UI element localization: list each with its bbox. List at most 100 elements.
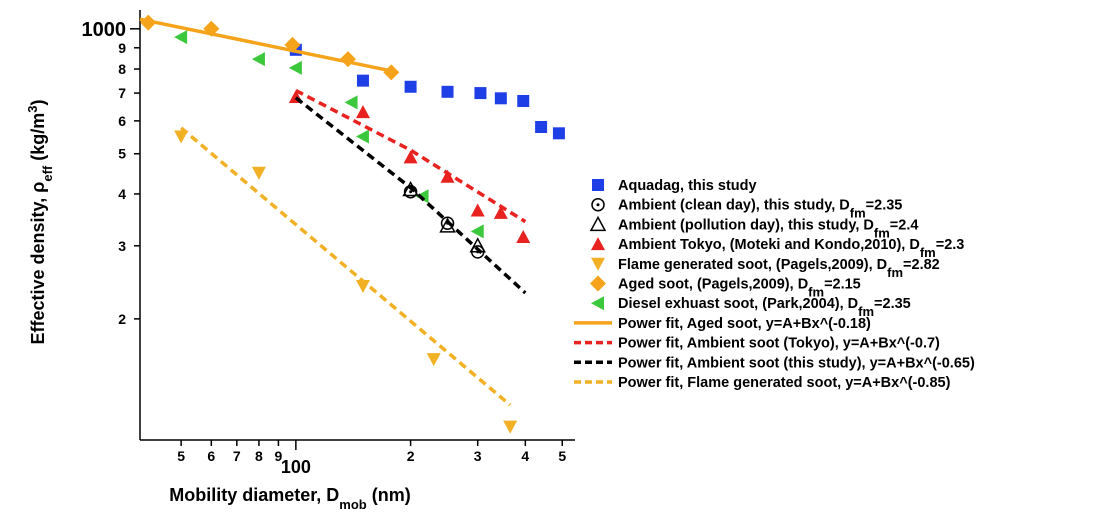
marker [516,230,531,244]
label-part: Power fit, Aged soot, y=A+Bx^(-0.18) [618,316,871,332]
x-tick-label: 7 [233,448,241,464]
label-part: Power fit, Ambient soot (Tokyo), y=A+Bx^… [618,336,940,352]
legend-label: Aquadag, this study [618,178,757,194]
marker [440,169,455,183]
marker [469,237,486,253]
fit-line [179,126,512,407]
legend-label: Aged soot, (Pagels,2009), Dfm=2.15 [618,277,861,300]
marker [174,130,189,144]
legend-marker [591,197,605,212]
label-part: 3 [25,106,40,113]
label-part: Diesel exhuast soot, (Park,2004), D [618,296,858,312]
x-axis-label: Mobility diameter, Dmob (nm) [169,485,411,512]
marker [355,129,369,144]
x-tick-label: 8 [255,448,263,464]
marker [493,205,508,219]
marker [535,120,548,133]
marker [288,60,302,75]
label-part: eff [40,165,55,182]
x-tick-label: 4 [521,448,529,464]
y-tick-label: 5 [118,146,126,162]
marker-ring [591,197,605,212]
fit-line [139,17,394,74]
label-part: (kg/m [28,113,48,166]
label-part: ) [28,100,48,106]
x-tick-label: 5 [177,448,185,464]
legend-label: Ambient (clean day), this study, Dfm=2.3… [618,198,902,221]
label-part: fm [887,264,903,279]
label-part: fm [874,225,890,240]
marker [503,420,518,434]
label-part: =2.3 [936,237,965,253]
marker [403,150,418,164]
legend-marker [589,215,607,232]
legend-marker [591,257,605,271]
label-part: Effective density, ρ [28,182,48,345]
marker [470,203,485,217]
legend-label: Power fit, Aged soot, y=A+Bx^(-0.18) [618,316,871,332]
legend-label: Ambient Tokyo, (Moteki and Kondo,2010), … [618,237,964,260]
marker [441,85,454,98]
legend-label: Flame generated soot, (Pagels,2009), Dfm… [618,257,940,280]
y-tick-label: 6 [118,113,126,129]
label-part: =2.82 [903,257,940,273]
marker [356,74,369,87]
marker [251,166,266,180]
marker [251,52,265,67]
label-part: Ambient (clean day), this study, D [618,198,850,214]
legend-label: Power fit, Flame generated soot, y=A+Bx^… [618,375,951,391]
label-part: =2.35 [874,296,911,312]
x-tick-label: 2 [407,448,415,464]
fit-line [294,96,527,295]
marker [404,80,417,93]
label-part: Aquadag, this study [618,178,757,194]
marker [552,127,565,140]
x-tick-label: 5 [558,448,566,464]
marker [517,94,530,107]
y-tick-label: 3 [118,238,126,254]
label-part: mob [339,497,367,512]
marker [355,105,370,119]
fit-line [295,88,527,224]
label-part: =2.15 [824,277,861,293]
legend-label: Power fit, Ambient soot (this study), y=… [618,355,975,371]
marker [344,95,358,110]
y-tick-label: 1000 [82,19,127,41]
legend-label: Diesel exhuast soot, (Park,2004), Dfm=2.… [618,296,911,319]
y-tick-label: 9 [118,40,126,56]
x-tick-label: 6 [207,448,215,464]
y-axis-label: Effective density, ρeff (kg/m3) [25,100,55,345]
label-part: Mobility diameter, D [169,485,339,505]
label-part: fm [858,304,874,319]
marker [426,353,441,367]
legend-marker [590,275,606,292]
label-part: Power fit, Flame generated soot, y=A+Bx^… [618,375,951,391]
y-tick-label: 7 [118,85,126,101]
y-tick-label: 8 [118,61,126,77]
x-tick-label: 9 [275,448,283,464]
label-part: fm [850,205,866,220]
label-part: fm [808,284,824,299]
x-tick-label: 100 [281,457,311,477]
marker [474,87,487,100]
legend-label: Ambient (pollution day), this study, Dfm… [618,217,918,240]
label-part: =2.4 [890,217,919,233]
label-part: Power fit, Ambient soot (this study), y=… [618,355,975,371]
label-part: =2.35 [866,198,903,214]
legend-marker [591,237,605,251]
marker [470,224,484,239]
marker-dot [409,190,413,194]
legend-marker [592,179,604,191]
x-tick-label: 3 [474,448,482,464]
label-part: Flame generated soot, (Pagels,2009), D [618,257,887,273]
legend-marker [591,296,604,311]
label-part: (nm) [367,485,411,505]
marker [494,92,507,105]
label-part: Ambient (pollution day), this study, D [618,217,874,233]
label-part: Aged soot, (Pagels,2009), D [618,277,808,293]
marker [174,30,188,45]
y-tick-label: 4 [118,186,126,202]
label-part: Ambient Tokyo, (Moteki and Kondo,2010), … [618,237,920,253]
label-part: fm [920,245,936,260]
